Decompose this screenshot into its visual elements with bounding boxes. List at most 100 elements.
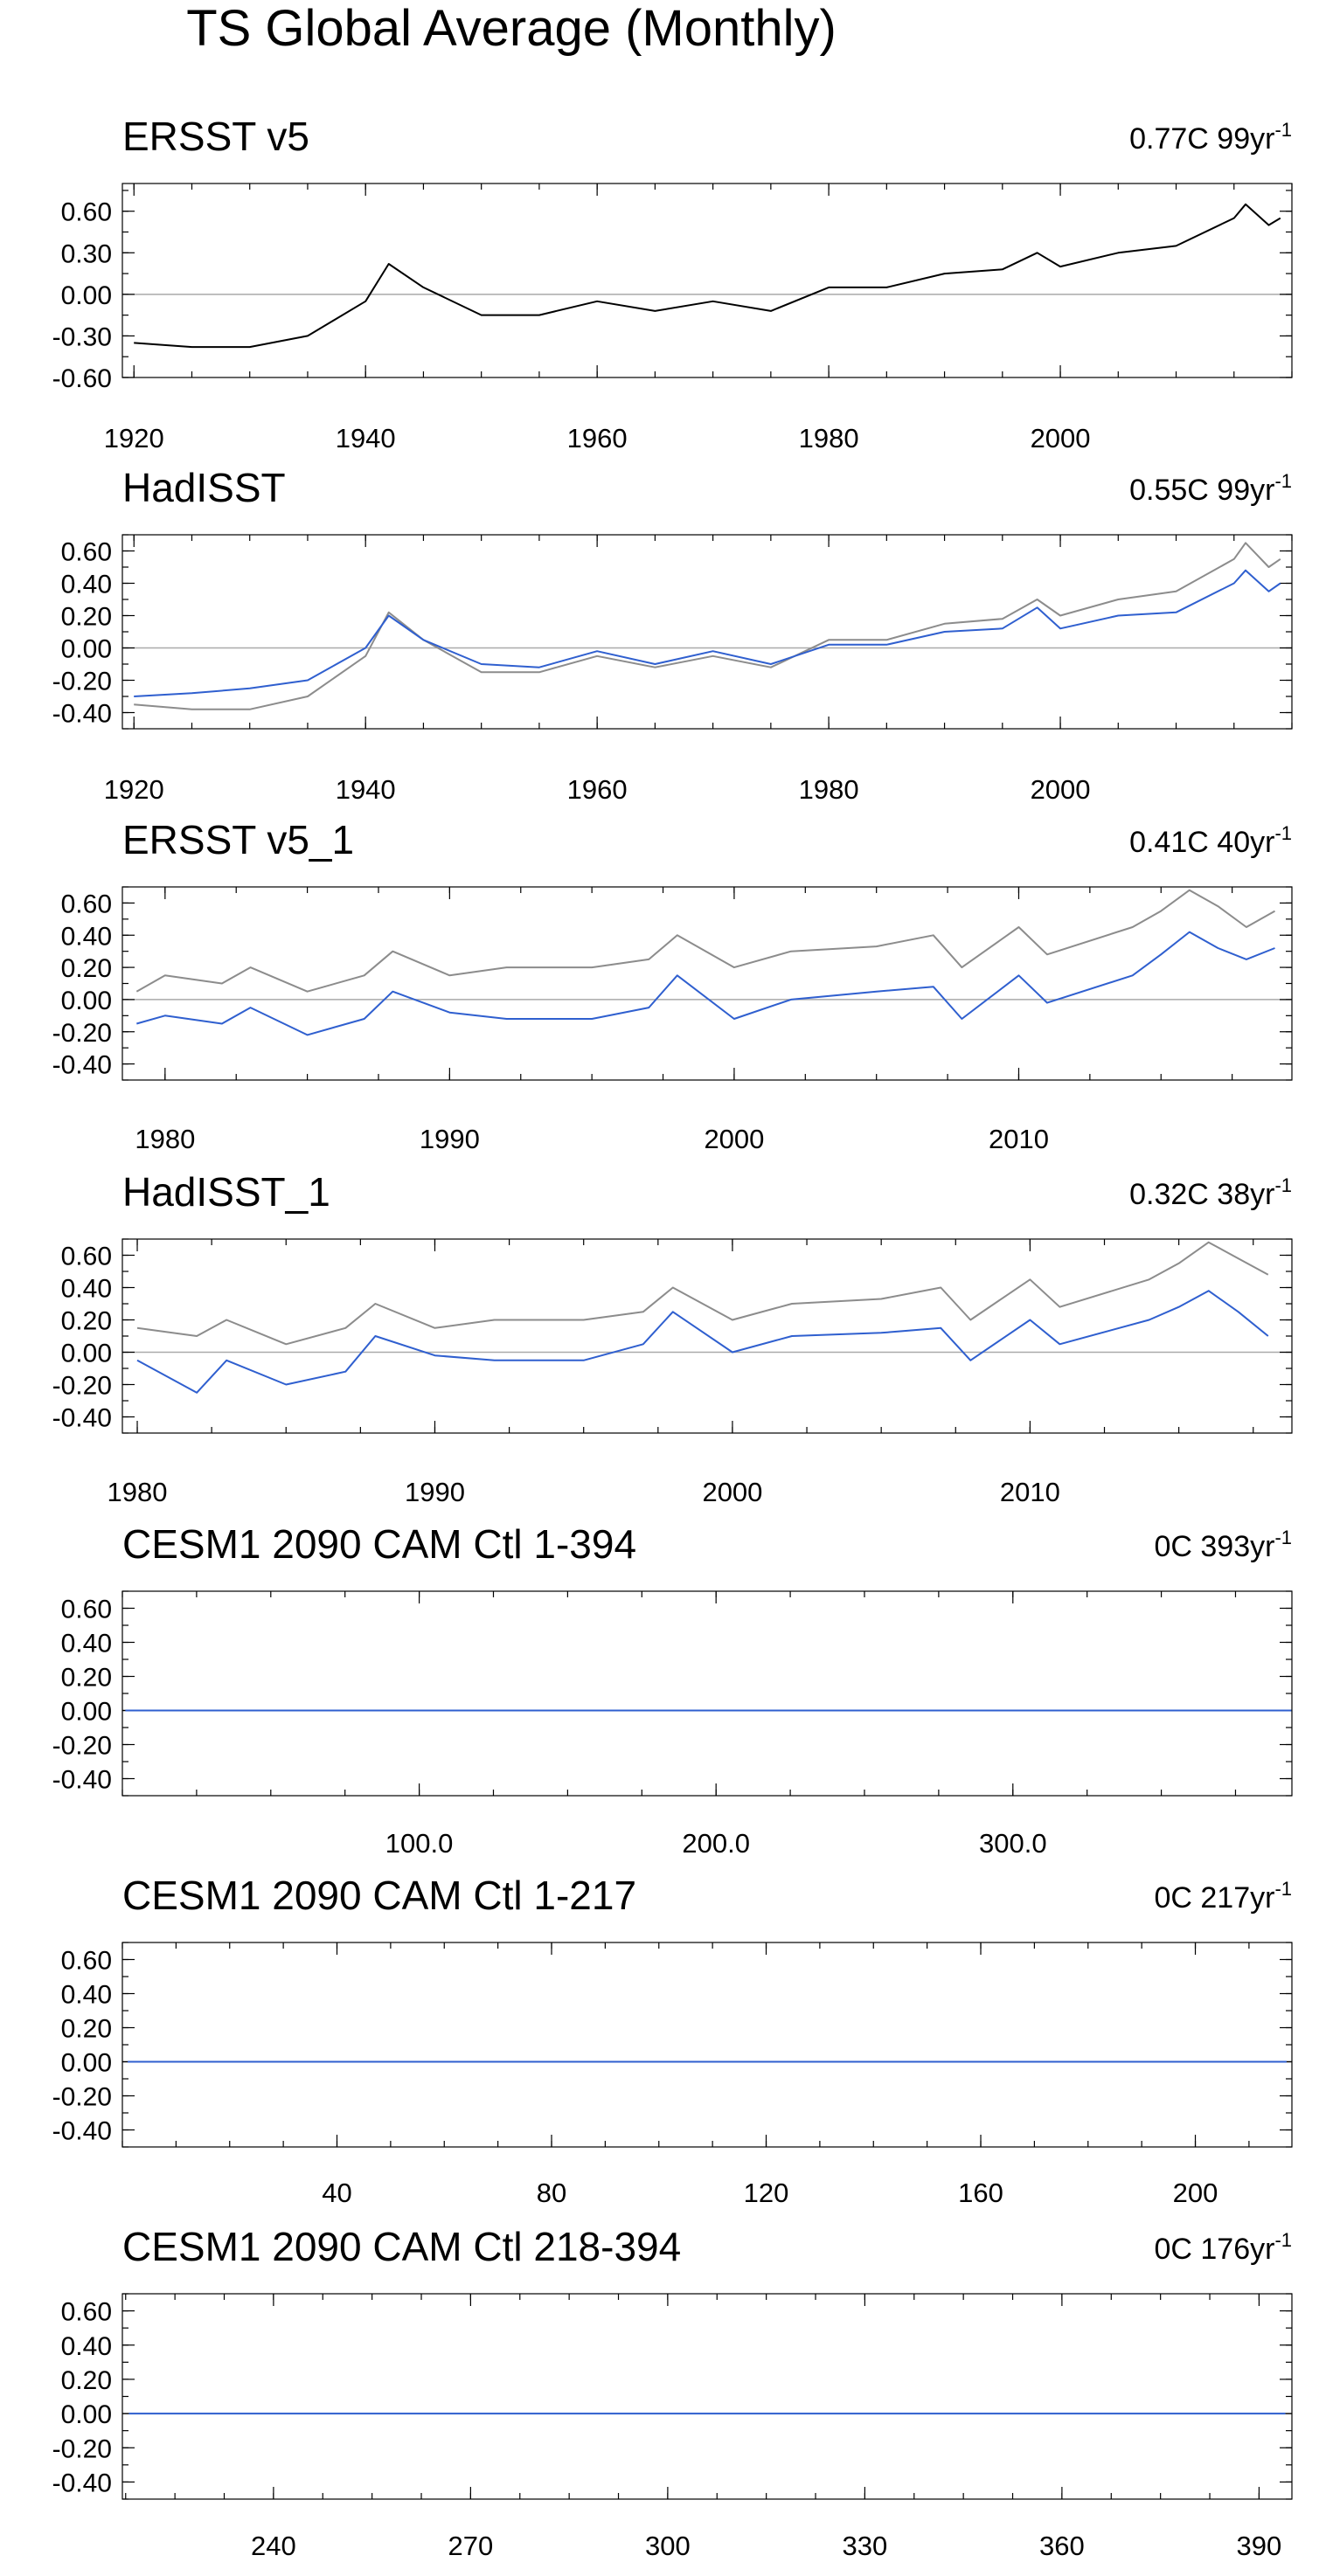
x-tick-label: 300.0: [979, 1828, 1047, 1859]
x-tick-label: 1980: [799, 774, 859, 805]
x-tick-label: 1980: [135, 1124, 195, 1154]
x-tick-label: 1920: [104, 774, 164, 805]
y-tick-label: -0.40: [52, 1766, 112, 1795]
x-tick-label: 1940: [336, 774, 396, 805]
x-tick-label: 120: [744, 2178, 789, 2208]
y-tick-label: -0.20: [52, 1019, 112, 1048]
trend-label: 0.41C 40yr-1: [1129, 822, 1292, 859]
trend-label-exponent: -1: [1274, 470, 1292, 492]
x-tick-label: 1990: [405, 1477, 465, 1507]
x-tick-label: 270: [448, 2531, 494, 2561]
plot-frame: [121, 534, 1293, 730]
x-tick-label: 1960: [567, 774, 628, 805]
y-tick-label: -0.40: [52, 2469, 112, 2497]
x-tick-label: 1920: [104, 423, 164, 454]
series-line: [135, 889, 1275, 993]
y-tick-label: 0.40: [61, 1630, 112, 1658]
x-tick-label: 100.0: [385, 1828, 454, 1859]
series-line: [136, 931, 1275, 1036]
panels: ERSST v5 0.77C 99yr-1 -0.60 -0.30 0.00 0.30 0.…: [52, 114, 1293, 2561]
chart-panel-7: CESM1 2090 CAM Ctl 218-394 0C 176yr-1 -0.4…: [52, 2224, 1293, 2561]
trend-label-exponent: -1: [1274, 1878, 1292, 1900]
trend-label: 0C 176yr-1: [1154, 2229, 1292, 2266]
panel-title: CESM1 2090 CAM Ctl 218-394: [122, 2224, 681, 2269]
x-tick-label: 200: [1173, 2178, 1218, 2208]
trend-label-exponent: -1: [1274, 1174, 1292, 1196]
y-tick-label: 0.60: [61, 198, 112, 227]
panel-title: ERSST v5: [122, 114, 309, 159]
trend-label: 0C 393yr-1: [1154, 1527, 1292, 1563]
x-tick-label: 1980: [799, 423, 859, 454]
plot-frame: [121, 1590, 1293, 1797]
panel-title: CESM1 2090 CAM Ctl 1-217: [122, 1873, 636, 1918]
series-line: [134, 203, 1281, 349]
x-tick-label: 200.0: [682, 1828, 750, 1859]
chart-panel-1: ERSST v5 0.77C 99yr-1 -0.60 -0.30 0.00 0.30 0.…: [52, 114, 1293, 454]
y-tick-label: 0.40: [61, 1275, 112, 1304]
y-tick-label: -0.20: [52, 2434, 112, 2463]
y-tick-label: 0.60: [61, 1947, 112, 1976]
y-tick-label: 0.00: [61, 1340, 112, 1368]
y-tick-label: -0.20: [52, 668, 112, 696]
chart-panel-5: CESM1 2090 CAM Ctl 1-394 0C 393yr-1 -0.40 -…: [52, 1521, 1293, 1859]
y-tick-label: 0.20: [61, 2366, 112, 2395]
plot-frame: [121, 1942, 1293, 2148]
y-tick-label: 0.00: [61, 2049, 112, 2078]
x-tick-label: 300: [645, 2531, 691, 2561]
y-tick-label: -0.20: [52, 2083, 112, 2112]
chart-panel-2: HadISST 0.55C 99yr-1 -0.40 -0.20 0.00 0.20 0.4…: [52, 465, 1293, 805]
series-line: [136, 1290, 1269, 1394]
y-tick-label: -0.60: [52, 364, 112, 393]
x-tick-label: 40: [322, 2178, 351, 2208]
y-tick-label: 0.20: [61, 1664, 112, 1693]
series-line: [134, 542, 1281, 710]
y-tick-label: 0.40: [61, 571, 112, 599]
x-tick-label: 330: [843, 2531, 888, 2561]
y-tick-label: 0.00: [61, 281, 112, 310]
x-tick-label: 240: [251, 2531, 296, 2561]
y-tick-label: 0.00: [61, 987, 112, 1015]
plot-frame: [121, 2293, 1293, 2500]
y-tick-label: 0.60: [61, 1596, 112, 1624]
y-tick-label: -0.40: [52, 700, 112, 729]
trend-label-exponent: -1: [1274, 2229, 1292, 2251]
y-tick-label: -0.20: [52, 1372, 112, 1401]
y-tick-label: 0.30: [61, 239, 112, 268]
trend-label-exponent: -1: [1274, 1527, 1292, 1548]
chart-panel-6: CESM1 2090 CAM Ctl 1-217 0C 217yr-1 -0.40 -…: [52, 1873, 1293, 2208]
y-tick-label: 0.00: [61, 2400, 112, 2429]
y-tick-label: 0.20: [61, 954, 112, 983]
x-tick-label: 2000: [704, 1124, 764, 1154]
series-line: [134, 569, 1281, 697]
figure-title: TS Global Average (Monthly): [186, 0, 837, 57]
trend-label: 0.77C 99yr-1: [1129, 119, 1292, 156]
y-tick-label: 0.60: [61, 2298, 112, 2327]
series-line: [136, 1241, 1269, 1346]
x-tick-label: 1940: [336, 423, 396, 454]
trend-label-exponent: -1: [1274, 822, 1292, 844]
x-tick-label: 360: [1039, 2531, 1085, 2561]
x-tick-label: 2010: [989, 1124, 1049, 1154]
y-tick-label: 0.60: [61, 538, 112, 567]
y-tick-label: 0.20: [61, 1307, 112, 1336]
x-tick-label: 2010: [1000, 1477, 1060, 1507]
x-tick-label: 160: [958, 2178, 1003, 2208]
panel-title: CESM1 2090 CAM Ctl 1-394: [122, 1521, 636, 1567]
x-tick-label: 2000: [702, 1477, 762, 1507]
y-tick-label: 0.20: [61, 603, 112, 632]
plot-frame: [121, 886, 1293, 1081]
x-tick-label: 2000: [1031, 774, 1091, 805]
trend-label: 0.32C 38yr-1: [1129, 1174, 1292, 1211]
panel-title: HadISST_1: [122, 1169, 330, 1215]
x-tick-label: 1960: [567, 423, 628, 454]
y-tick-label: 0.00: [61, 1698, 112, 1727]
x-tick-label: 390: [1237, 2531, 1282, 2561]
y-tick-label: 0.60: [61, 1243, 112, 1271]
plot-frame: [121, 183, 1293, 378]
y-tick-label: 0.40: [61, 1981, 112, 2010]
x-tick-label: 1980: [108, 1477, 168, 1507]
y-tick-label: 0.40: [61, 2332, 112, 2361]
chart-panel-3: ERSST v5_1 0.41C 40yr-1 -0.40 -0.20 0.00 0.20…: [52, 817, 1293, 1154]
y-tick-label: 0.40: [61, 922, 112, 951]
